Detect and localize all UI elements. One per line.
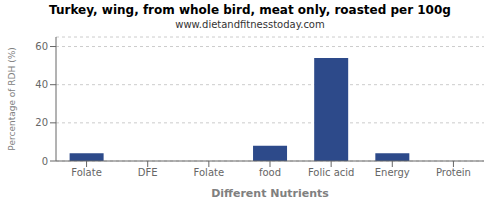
html-text:Turkey, wing, from whole bird,: Turkey, wing, from whole bird, meat only…: [49, 3, 451, 17]
svg-text:Protein: Protein: [436, 167, 471, 178]
svg-text:20: 20: [35, 117, 48, 128]
svg-text:Energy: Energy: [375, 167, 410, 178]
svg-text:60: 60: [35, 41, 48, 52]
svg-text:Folate: Folate: [71, 167, 102, 178]
svg-text:food: food: [259, 167, 281, 178]
svg-text:Different Nutrients: Different Nutrients: [211, 187, 329, 197]
svg-text:Percentage of RDH (%): Percentage of RDH (%): [8, 47, 17, 150]
svg-text:0: 0: [42, 156, 48, 167]
svg-text:DFE: DFE: [138, 167, 158, 178]
svg-text:40: 40: [35, 79, 48, 90]
svg-text:Folate: Folate: [194, 167, 225, 178]
html-text:www.dietandfitnesstoday.com: www.dietandfitnesstoday.com: [175, 19, 325, 30]
svg-text:Folic acid: Folic acid: [308, 167, 355, 178]
